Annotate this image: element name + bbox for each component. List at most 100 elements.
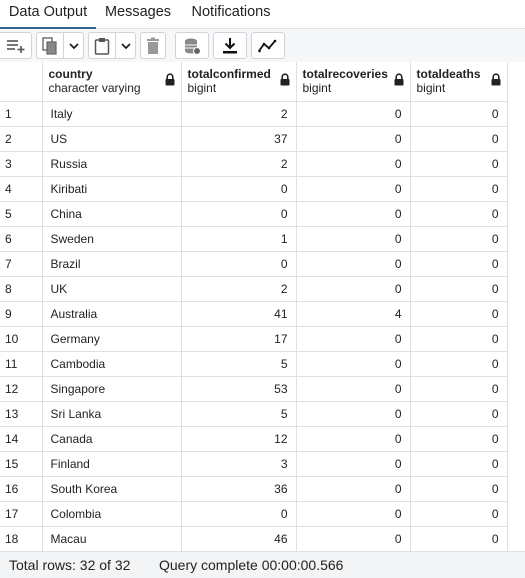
table-row[interactable]: 13 Sri Lanka 5 0 0 <box>0 401 508 427</box>
cell-totalrecoveries[interactable]: 0 <box>296 126 411 152</box>
table-row[interactable]: 14 Canada 12 0 0 <box>0 426 508 452</box>
cell-totalconfirmed[interactable]: 36 <box>181 476 297 502</box>
row-number[interactable]: 2 <box>0 126 43 152</box>
cell-country[interactable]: Singapore <box>42 376 182 402</box>
table-row[interactable]: 18 Macau 46 0 0 <box>0 526 508 551</box>
cell-totaldeaths[interactable]: 0 <box>410 401 508 427</box>
tab-notifications[interactable]: Notifications <box>191 4 271 20</box>
cell-totalrecoveries[interactable]: 0 <box>296 501 411 527</box>
row-number[interactable]: 18 <box>0 526 43 551</box>
table-row[interactable]: 12 Singapore 53 0 0 <box>0 376 508 402</box>
cell-country[interactable]: Cambodia <box>42 351 182 377</box>
cell-totaldeaths[interactable]: 0 <box>410 301 508 327</box>
row-number[interactable]: 8 <box>0 276 43 302</box>
row-number[interactable]: 6 <box>0 226 43 252</box>
table-row[interactable]: 2 US 37 0 0 <box>0 126 508 152</box>
cell-totalrecoveries[interactable]: 0 <box>296 101 411 127</box>
cell-totaldeaths[interactable]: 0 <box>410 376 508 402</box>
cell-country[interactable]: South Korea <box>42 476 182 502</box>
cell-totaldeaths[interactable]: 0 <box>410 451 508 477</box>
row-number[interactable]: 15 <box>0 451 43 477</box>
column-header-totaldeaths[interactable]: totaldeaths bigint <box>410 62 508 102</box>
table-row[interactable]: 17 Colombia 0 0 0 <box>0 501 508 527</box>
cell-totalconfirmed[interactable]: 1 <box>181 226 297 252</box>
add-row-button[interactable] <box>0 32 32 59</box>
table-row[interactable]: 3 Russia 2 0 0 <box>0 151 508 177</box>
download-button[interactable] <box>213 32 247 59</box>
cell-totaldeaths[interactable]: 0 <box>410 326 508 352</box>
cell-totaldeaths[interactable]: 0 <box>410 426 508 452</box>
cell-totalconfirmed[interactable]: 3 <box>181 451 297 477</box>
cell-country[interactable]: Sweden <box>42 226 182 252</box>
cell-totalconfirmed[interactable]: 37 <box>181 126 297 152</box>
table-row[interactable]: 16 South Korea 36 0 0 <box>0 476 508 502</box>
cell-totaldeaths[interactable]: 0 <box>410 126 508 152</box>
row-number[interactable]: 10 <box>0 326 43 352</box>
cell-totalrecoveries[interactable]: 0 <box>296 426 411 452</box>
cell-totalconfirmed[interactable]: 0 <box>181 176 297 202</box>
cell-totalconfirmed[interactable]: 46 <box>181 526 297 551</box>
column-header-totalconfirmed[interactable]: totalconfirmed bigint <box>181 62 297 102</box>
cell-totalrecoveries[interactable]: 0 <box>296 201 411 227</box>
column-header-country[interactable]: country character varying <box>42 62 182 102</box>
cell-totalrecoveries[interactable]: 0 <box>296 251 411 277</box>
cell-totalconfirmed[interactable]: 2 <box>181 151 297 177</box>
copy-button[interactable] <box>36 32 64 59</box>
cell-totaldeaths[interactable]: 0 <box>410 201 508 227</box>
cell-country[interactable]: Germany <box>42 326 182 352</box>
cell-totalconfirmed[interactable]: 53 <box>181 376 297 402</box>
cell-totalrecoveries[interactable]: 0 <box>296 476 411 502</box>
tab-messages[interactable]: Messages <box>104 4 172 20</box>
cell-country[interactable]: Finland <box>42 451 182 477</box>
cell-totaldeaths[interactable]: 0 <box>410 151 508 177</box>
cell-totalconfirmed[interactable]: 2 <box>181 101 297 127</box>
cell-totalrecoveries[interactable]: 0 <box>296 176 411 202</box>
table-row[interactable]: 15 Finland 3 0 0 <box>0 451 508 477</box>
paste-button[interactable] <box>88 32 116 59</box>
paste-options-dropdown[interactable] <box>116 32 136 59</box>
cell-country[interactable]: Kiribati <box>42 176 182 202</box>
cell-totalrecoveries[interactable]: 0 <box>296 151 411 177</box>
cell-totaldeaths[interactable]: 0 <box>410 226 508 252</box>
table-row[interactable]: 5 China 0 0 0 <box>0 201 508 227</box>
cell-totaldeaths[interactable]: 0 <box>410 476 508 502</box>
row-number[interactable]: 17 <box>0 501 43 527</box>
row-number[interactable]: 5 <box>0 201 43 227</box>
cell-country[interactable]: Sri Lanka <box>42 401 182 427</box>
row-number[interactable]: 14 <box>0 426 43 452</box>
cell-country[interactable]: Russia <box>42 151 182 177</box>
cell-totalrecoveries[interactable]: 0 <box>296 276 411 302</box>
table-row[interactable]: 7 Brazil 0 0 0 <box>0 251 508 277</box>
cell-country[interactable]: US <box>42 126 182 152</box>
row-number[interactable]: 9 <box>0 301 43 327</box>
cell-country[interactable]: UK <box>42 276 182 302</box>
cell-country[interactable]: Australia <box>42 301 182 327</box>
cell-totalconfirmed[interactable]: 5 <box>181 351 297 377</box>
cell-totaldeaths[interactable]: 0 <box>410 101 508 127</box>
cell-country[interactable]: China <box>42 201 182 227</box>
row-number[interactable]: 13 <box>0 401 43 427</box>
cell-totaldeaths[interactable]: 0 <box>410 351 508 377</box>
row-number[interactable]: 16 <box>0 476 43 502</box>
cell-totalconfirmed[interactable]: 17 <box>181 326 297 352</box>
cell-country[interactable]: Italy <box>42 101 182 127</box>
row-number[interactable]: 1 <box>0 101 43 127</box>
cell-totaldeaths[interactable]: 0 <box>410 501 508 527</box>
cell-totalconfirmed[interactable]: 0 <box>181 251 297 277</box>
table-row[interactable]: 8 UK 2 0 0 <box>0 276 508 302</box>
table-row[interactable]: 9 Australia 41 4 0 <box>0 301 508 327</box>
table-row[interactable]: 10 Germany 17 0 0 <box>0 326 508 352</box>
cell-country[interactable]: Macau <box>42 526 182 551</box>
cell-totalrecoveries[interactable]: 0 <box>296 226 411 252</box>
graph-visualiser-button[interactable] <box>251 32 285 59</box>
table-row[interactable]: 1 Italy 2 0 0 <box>0 101 508 127</box>
row-number[interactable]: 4 <box>0 176 43 202</box>
cell-totalconfirmed[interactable]: 5 <box>181 401 297 427</box>
cell-totaldeaths[interactable]: 0 <box>410 251 508 277</box>
table-row[interactable]: 4 Kiribati 0 0 0 <box>0 176 508 202</box>
cell-totalconfirmed[interactable]: 12 <box>181 426 297 452</box>
delete-button[interactable] <box>140 32 166 59</box>
cell-totaldeaths[interactable]: 0 <box>410 276 508 302</box>
cell-totalrecoveries[interactable]: 0 <box>296 351 411 377</box>
cell-country[interactable]: Brazil <box>42 251 182 277</box>
